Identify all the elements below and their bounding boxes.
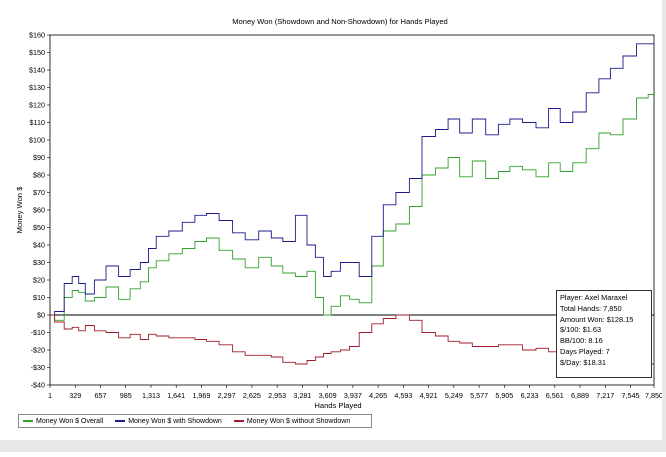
chart-title: Money Won (Showdown and Non-Showdown) fo… xyxy=(232,17,448,26)
y-tick-label: $10 xyxy=(33,293,45,302)
x-tick-label: 5,577 xyxy=(470,391,488,400)
x-axis-title: Hands Played xyxy=(314,401,361,410)
total-hands: Total Hands: 7,850 xyxy=(560,303,622,313)
player-name: Player: Axel Maraxel xyxy=(560,293,628,302)
y-tick-label: -$10 xyxy=(31,328,45,337)
days-played: Days Played: 7 xyxy=(560,346,610,356)
x-tick-label: 3,609 xyxy=(319,391,337,400)
x-tick-label: 329 xyxy=(69,391,81,400)
x-tick-label: 7,545 xyxy=(622,391,640,400)
legend-item-non-showdown: Money Won $ without Showdown xyxy=(233,417,351,425)
x-tick-label: 5,905 xyxy=(495,391,513,400)
legend-swatch-showdown xyxy=(115,420,126,422)
y-tick-label: $130 xyxy=(29,83,45,92)
window-edge-bottom xyxy=(0,440,666,452)
y-tick-label: $160 xyxy=(29,31,45,40)
series-line-overall xyxy=(50,94,654,321)
y-tick-label: $40 xyxy=(33,241,45,250)
plot-area xyxy=(49,34,655,386)
series-line-showdown xyxy=(50,43,654,316)
x-tick-label: 4,921 xyxy=(420,391,438,400)
x-tick-label: 6,561 xyxy=(546,391,564,400)
x-tick-label: 1 xyxy=(48,391,52,400)
bb-per-100: BB/100: 8.16 xyxy=(560,336,603,346)
x-tick-label: 3,281 xyxy=(293,391,311,400)
series-line-non-showdown xyxy=(50,314,654,368)
x-tick-label: 2,297 xyxy=(218,391,236,400)
x-tick-label: 657 xyxy=(94,391,106,400)
x-tick-label: 2,625 xyxy=(243,391,261,400)
y-tick-label: -$40 xyxy=(31,381,45,390)
y-tick-label: $70 xyxy=(33,188,45,197)
legend-swatch-non-showdown xyxy=(233,420,244,422)
x-tick-label: 1,313 xyxy=(142,391,160,400)
x-tick-label: 4,593 xyxy=(394,391,412,400)
y-tick-label: $30 xyxy=(33,258,45,267)
x-tick-label: 6,889 xyxy=(571,391,589,400)
y-tick-label: $50 xyxy=(33,223,45,232)
legend-label-non-showdown: Money Won $ without Showdown xyxy=(246,417,351,425)
legend-item-overall: Money Won $ Overall xyxy=(23,418,103,425)
y-tick-label: $20 xyxy=(33,276,45,285)
y-tick-label: -$30 xyxy=(31,363,45,372)
y-tick-label: $90 xyxy=(33,153,45,162)
y-tick-label: $0 xyxy=(37,311,45,320)
legend-item-showdown: Money Won $ with Showdown xyxy=(115,418,222,425)
y-tick-label: $120 xyxy=(29,101,45,110)
y-tick-label: $80 xyxy=(33,171,45,180)
x-tick-label: 1,641 xyxy=(167,391,185,400)
amount-won: Amount Won: $128.15 xyxy=(560,314,634,324)
y-tick-label: $60 xyxy=(33,206,45,215)
x-tick-label: 2,953 xyxy=(268,391,286,400)
x-tick-label: 1,969 xyxy=(192,391,210,400)
y-tick-label: $140 xyxy=(29,66,45,75)
y-tick-label: $100 xyxy=(29,136,45,145)
x-tick-label: 5,249 xyxy=(445,391,463,400)
legend-label-showdown: Money Won $ with Showdown xyxy=(128,417,222,425)
dollars-per-100: $/100: $1.63 xyxy=(560,325,602,335)
y-tick-label: -$20 xyxy=(31,346,45,355)
window-edge-right xyxy=(662,0,666,452)
x-tick-label: 6,233 xyxy=(521,391,539,400)
y-tick-label: $150 xyxy=(29,48,45,57)
x-tick-label: 7,217 xyxy=(596,391,614,400)
dollars-per-day: $/Day: $18.31 xyxy=(560,357,607,367)
x-tick-label: 3,937 xyxy=(344,391,362,400)
y-tick-label: $110 xyxy=(30,118,45,127)
chart-legend: Money Won $ Overall Money Won $ with Sho… xyxy=(18,414,372,428)
x-tick-label: 4,265 xyxy=(369,391,387,400)
player-stats-box: Player: Axel Maraxel Total Hands: 7,850 … xyxy=(556,290,652,378)
x-tick-label: 7,850 xyxy=(645,391,663,400)
y-axis-title: Money Won $ xyxy=(15,186,24,233)
legend-swatch-overall xyxy=(23,420,33,422)
legend-label-overall: Money Won $ Overall xyxy=(36,417,104,425)
x-tick-label: 985 xyxy=(120,391,132,400)
